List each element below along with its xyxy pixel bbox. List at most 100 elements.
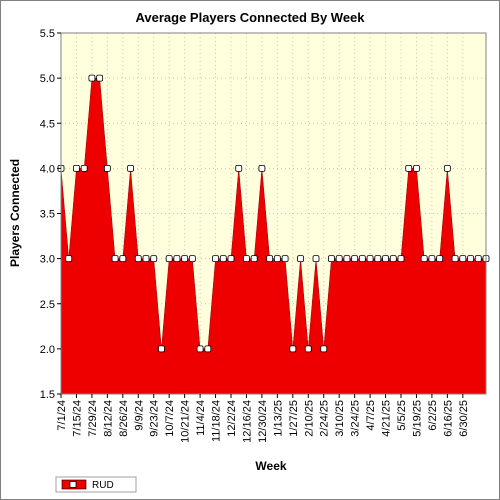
data-point [158,345,165,353]
x-tick-label: 11/18/24 [211,400,223,442]
x-tick-label: 11/4/24 [195,400,207,436]
data-point [328,255,335,263]
x-tick-label: 1/27/25 [288,400,300,437]
x-tick-label: 2/10/25 [303,400,315,437]
data-point [374,255,382,263]
data-point [258,164,266,172]
x-tick-label: 12/30/24 [257,400,269,443]
x-tick-label: 2/24/25 [319,400,331,437]
x-tick-label: 7/15/24 [71,400,83,437]
data-point [88,74,96,82]
x-tick-label: 6/16/25 [442,400,454,437]
x-tick-label: 3/24/25 [350,400,362,437]
data-point [397,255,405,263]
data-point [134,255,142,263]
data-point [366,255,374,263]
x-tick-label: 5/19/25 [411,400,423,437]
data-point [188,255,196,263]
x-tick-label: 10/7/24 [164,400,176,437]
y-tick-label: 1.5 [40,389,55,401]
y-axis-title: Players Connected [8,159,22,267]
x-axis-title: Week [255,459,286,473]
data-point [266,255,274,263]
data-point [273,255,281,263]
data-point [65,255,73,263]
y-tick-label: 5.5 [40,28,55,40]
x-tick-label: 7/29/24 [87,400,99,437]
y-tick-label: 5.0 [40,73,55,85]
data-point [343,255,351,263]
data-point [235,164,243,172]
data-point [212,255,219,263]
y-axis: 1.5 2.0 2.5 3.0 3.5 4.0 4.5 5.0 5.5 [40,28,61,401]
legend-label: RUD [92,480,114,491]
data-point [80,164,88,172]
data-point [281,255,289,263]
data-point [389,255,397,263]
x-tick-label: 9/9/24 [133,400,145,431]
legend-marker [69,481,77,488]
x-tick-label: 9/23/24 [149,400,161,437]
data-point [204,345,212,353]
data-point [413,164,420,172]
x-tick-label: 4/7/25 [365,400,377,431]
data-point [73,164,80,172]
data-point [173,255,181,263]
data-point [467,255,474,263]
series-markers [57,74,490,353]
data-point [127,164,134,172]
data-point [320,345,328,353]
data-point [219,255,227,263]
data-point [474,255,482,263]
x-tick-label: 1/13/25 [272,400,284,437]
x-tick-label: 5/5/25 [396,400,408,431]
data-point [165,255,173,263]
x-tick-label: 7/1/24 [56,400,68,431]
data-point [297,255,304,263]
data-point [181,255,189,263]
x-tick-label: 8/26/24 [118,400,130,437]
data-point [312,255,320,263]
data-point [358,255,366,263]
data-point [96,74,104,82]
x-axis: 7/1/24 7/15/24 7/29/24 8/12/24 8/26/24 9/9/24… [56,394,470,443]
data-point [304,345,312,353]
data-point [243,255,250,263]
data-point [451,255,459,263]
x-tick-label: 8/12/24 [102,400,114,437]
x-tick-label: 3/10/25 [334,400,346,437]
data-point [382,255,389,263]
y-tick-label: 3.0 [40,254,55,266]
data-point [150,255,158,263]
data-point [420,255,428,263]
data-point [250,255,258,263]
data-point [111,255,119,263]
y-tick-label: 3.5 [40,209,55,221]
x-tick-label: 6/2/25 [427,400,439,431]
data-point [103,164,111,172]
x-tick-label: 10/21/24 [180,400,192,443]
data-point [142,255,150,263]
data-point [351,255,359,263]
x-tick-label: 12/16/24 [241,400,253,443]
y-tick-label: 4.0 [40,163,55,175]
y-tick-label: 2.5 [40,299,55,311]
data-point [335,255,343,263]
x-tick-label: 4/21/25 [381,400,393,437]
y-tick-label: 2.0 [40,344,55,356]
data-point [289,345,297,353]
data-point [405,164,413,172]
y-tick-label: 4.5 [40,118,55,130]
data-point [436,255,444,263]
x-tick-label: 6/30/25 [458,400,470,437]
data-point [428,255,436,263]
x-tick-label: 12/2/24 [226,400,238,437]
data-point [443,164,451,172]
data-point [227,255,235,263]
data-point [196,345,204,353]
chart-title: Average Players Connected By Week [135,10,365,25]
data-point [119,255,127,263]
legend: RUD [55,476,137,493]
data-point [459,255,467,263]
